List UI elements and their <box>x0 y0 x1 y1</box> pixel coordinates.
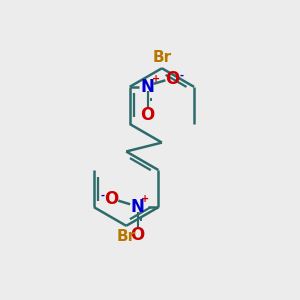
Text: -: - <box>180 70 184 80</box>
Text: O: O <box>104 190 118 208</box>
Text: +: + <box>141 194 149 204</box>
Text: O: O <box>165 70 179 88</box>
Text: Br: Br <box>152 50 172 65</box>
Text: N: N <box>141 78 154 96</box>
Text: +: + <box>152 74 160 84</box>
Text: -: - <box>100 191 104 201</box>
Text: N: N <box>131 198 145 216</box>
Text: Br: Br <box>117 230 136 244</box>
Text: O: O <box>130 226 145 244</box>
Text: O: O <box>140 106 155 124</box>
